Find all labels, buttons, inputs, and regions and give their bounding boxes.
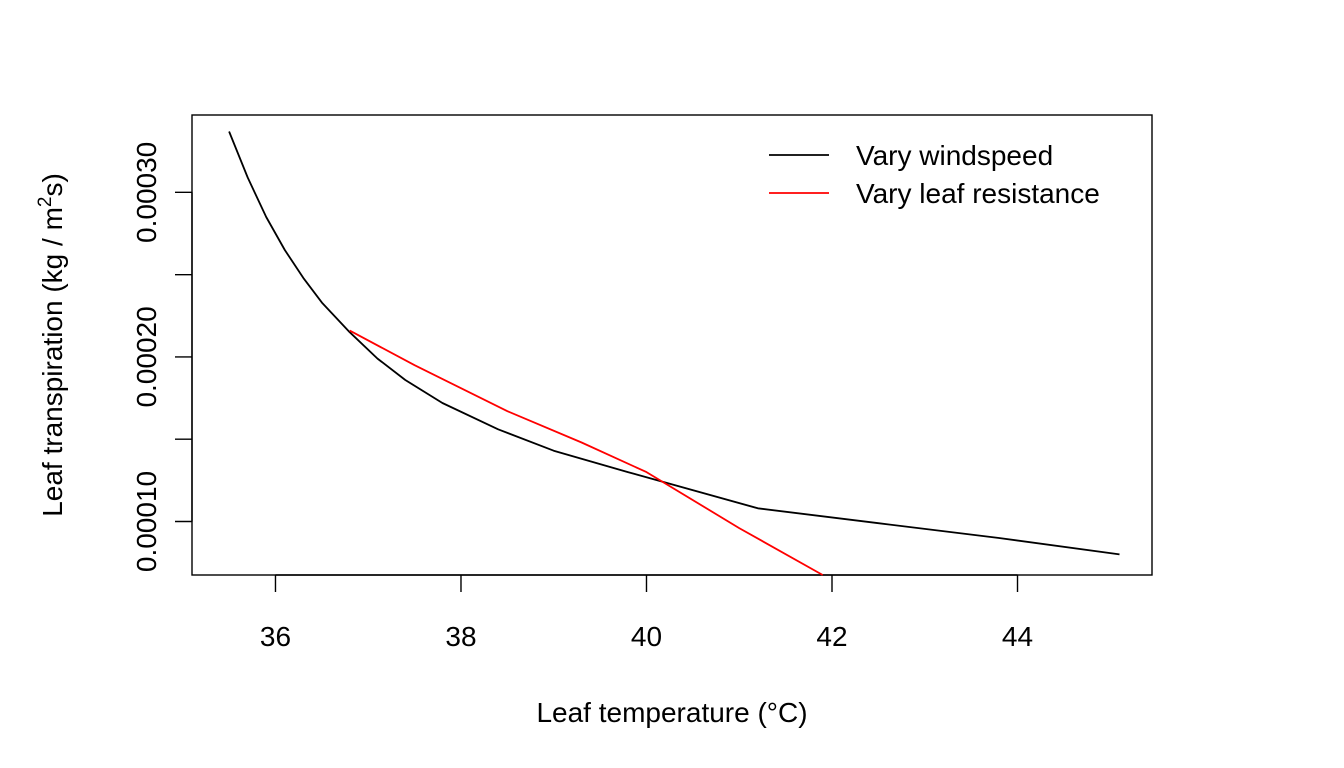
y-axis: 0.00010 0.00020 0.00030 — [131, 142, 193, 572]
y-tick-label: 0.00010 — [131, 471, 162, 572]
x-tick-label: 38 — [445, 621, 476, 652]
legend-item-windspeed: Vary windspeed — [769, 140, 1053, 171]
x-tick-label: 36 — [260, 621, 291, 652]
series-line-leaf-resistance — [349, 329, 824, 576]
series-layer — [228, 131, 1120, 576]
y-tick-label: 0.00020 — [131, 306, 162, 407]
legend: Vary windspeed Vary leaf resistance — [769, 140, 1100, 209]
x-tick-label: 44 — [1002, 621, 1033, 652]
x-axis: 36 38 40 42 44 — [260, 574, 1033, 652]
legend-item-leaf-resistance: Vary leaf resistance — [769, 178, 1100, 209]
legend-label: Vary leaf resistance — [856, 178, 1100, 209]
y-tick-label: 0.00030 — [131, 142, 162, 243]
series-line-windspeed — [228, 131, 1120, 556]
x-axis-label: Leaf temperature (°C) — [536, 697, 807, 728]
y-axis-label-tail: s) — [37, 173, 68, 196]
x-tick-label: 42 — [816, 621, 847, 652]
x-tick-label: 40 — [631, 621, 662, 652]
y-axis-label: Leaf transpiration (kg / m2s) — [35, 173, 68, 517]
y-axis-label-main: Leaf transpiration (kg / m — [37, 207, 68, 517]
y-axis-label-sup: 2 — [35, 197, 56, 208]
legend-label: Vary windspeed — [856, 140, 1053, 171]
